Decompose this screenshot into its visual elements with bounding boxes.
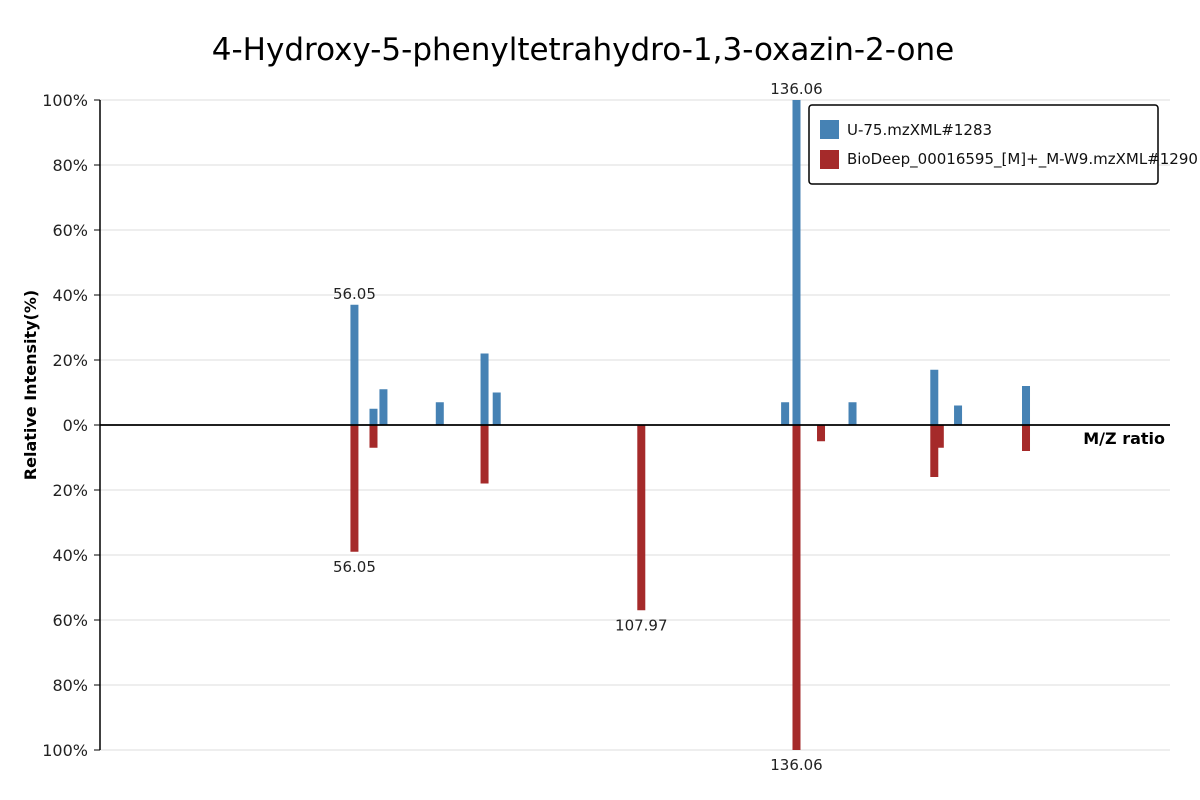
- peak-label: 136.06: [770, 756, 823, 774]
- legend-swatch-series-1: [820, 120, 839, 139]
- y-tick-label: 20%: [52, 481, 88, 500]
- y-tick-label: 40%: [52, 546, 88, 565]
- legend-box: [808, 104, 1159, 185]
- peak-bar-query: [379, 389, 388, 425]
- axes: [99, 100, 1170, 750]
- peak-bar-query: [350, 304, 359, 425]
- peak-bar-reference: [637, 425, 646, 611]
- y-tick-label: 40%: [52, 286, 88, 305]
- peak-bar-query: [435, 402, 444, 425]
- peak-bar-query: [492, 392, 501, 425]
- legend-swatch-series-2: [820, 150, 839, 169]
- peak-label: 56.05: [333, 285, 376, 303]
- peak-label: 136.06: [770, 80, 823, 98]
- peak-bar-query: [954, 405, 963, 425]
- peak-bar-query: [480, 353, 489, 425]
- peak-bar-query: [781, 402, 790, 425]
- y-tick-label: 80%: [52, 676, 88, 695]
- peak-bar-reference: [930, 425, 939, 477]
- y-tick-label: 20%: [52, 351, 88, 370]
- peak-bar-query: [369, 408, 378, 425]
- chart-title: 4-Hydroxy-5-phenyltetrahydro-1,3-oxazin-…: [212, 32, 954, 68]
- legend: U-75.mzXML#1283 BioDeep_00016595_[M]+_M-…: [808, 104, 1198, 185]
- peak-label: 107.97: [615, 616, 668, 634]
- peak-bar-reference: [369, 425, 378, 448]
- peak-bar-reference: [935, 425, 944, 448]
- peak-bar-query: [792, 100, 801, 425]
- peak-bar-query: [848, 402, 857, 425]
- peak-bar-query: [930, 369, 939, 425]
- y-axis-label: Relative Intensity(%): [21, 290, 40, 480]
- y-tick-label: 80%: [52, 156, 88, 175]
- y-tick-label: 60%: [52, 221, 88, 240]
- peak-bar-reference: [817, 425, 826, 442]
- peak-bar-reference: [480, 425, 489, 484]
- peak-labels: 56.05 136.06 56.05 107.97 136.06: [333, 80, 823, 774]
- grid-lines: [100, 99, 1170, 751]
- legend-label-series-1: U-75.mzXML#1283: [847, 121, 992, 139]
- x-axis-label: M/Z ratio: [1083, 429, 1165, 448]
- peak-bar-reference: [1022, 425, 1031, 451]
- peak-bar-reference: [350, 425, 359, 552]
- legend-label-series-2: BioDeep_00016595_[M]+_M-W9.mzXML#1290: [847, 150, 1198, 169]
- y-tick-labels: 100% 80% 60% 40% 20% 0% 20% 40% 60% 80% 100%: [42, 91, 100, 760]
- y-tick-label: 100%: [42, 91, 88, 110]
- y-tick-label: 0%: [63, 416, 88, 435]
- peak-bar-reference: [792, 425, 801, 750]
- peak-bars: [350, 100, 1031, 750]
- y-tick-label: 100%: [42, 741, 88, 760]
- y-tick-label: 60%: [52, 611, 88, 630]
- peak-bar-query: [1022, 386, 1031, 425]
- peak-label: 56.05: [333, 558, 376, 576]
